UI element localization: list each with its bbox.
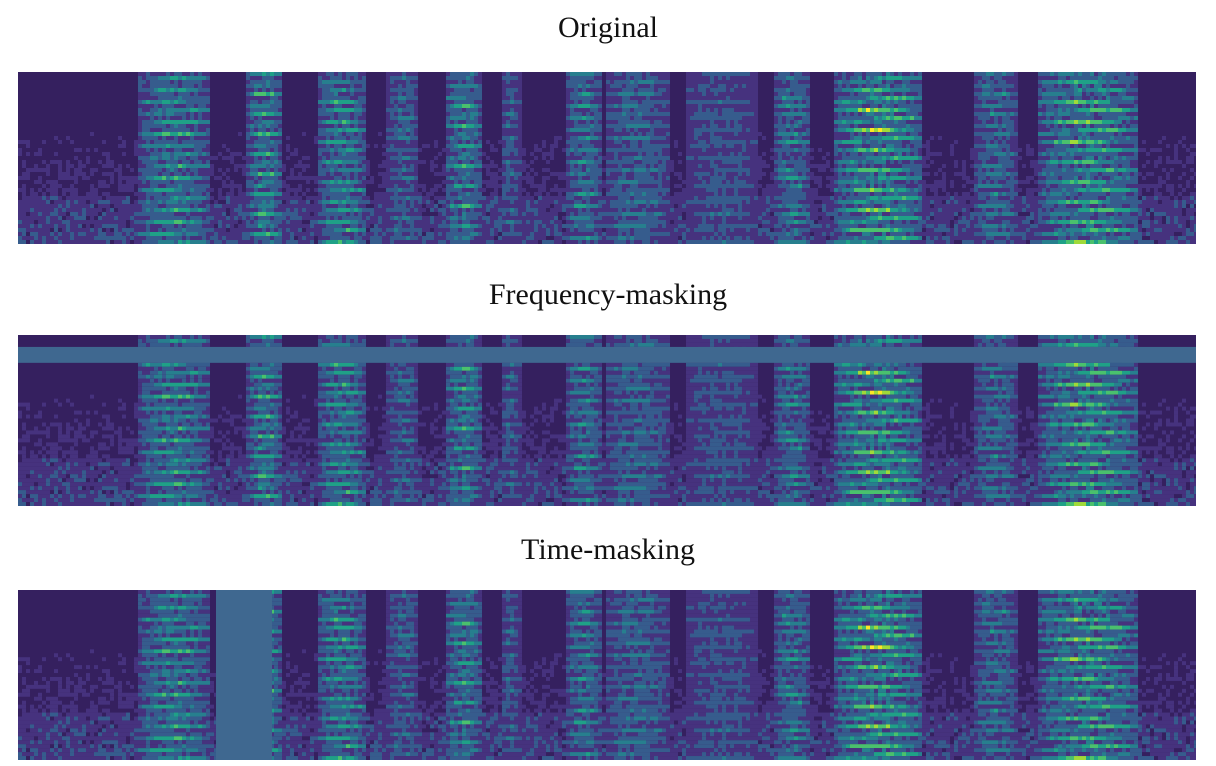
- spectrogram-original-canvas: [18, 72, 1196, 244]
- panel-title-frequency-masking: Frequency-masking: [0, 277, 1216, 313]
- spectrogram-time-masking: [18, 590, 1196, 760]
- frequency-mask-band: [18, 346, 1196, 363]
- spectrogram-original: [18, 72, 1196, 244]
- spectrogram-frequency-masking-canvas: [18, 335, 1196, 506]
- spectrogram-time-masking-canvas: [18, 590, 1196, 760]
- spectrogram-frequency-masking: [18, 335, 1196, 506]
- panel-title-original: Original: [0, 10, 1216, 46]
- time-mask-band: [216, 590, 272, 760]
- panel-title-time-masking: Time-masking: [0, 532, 1216, 568]
